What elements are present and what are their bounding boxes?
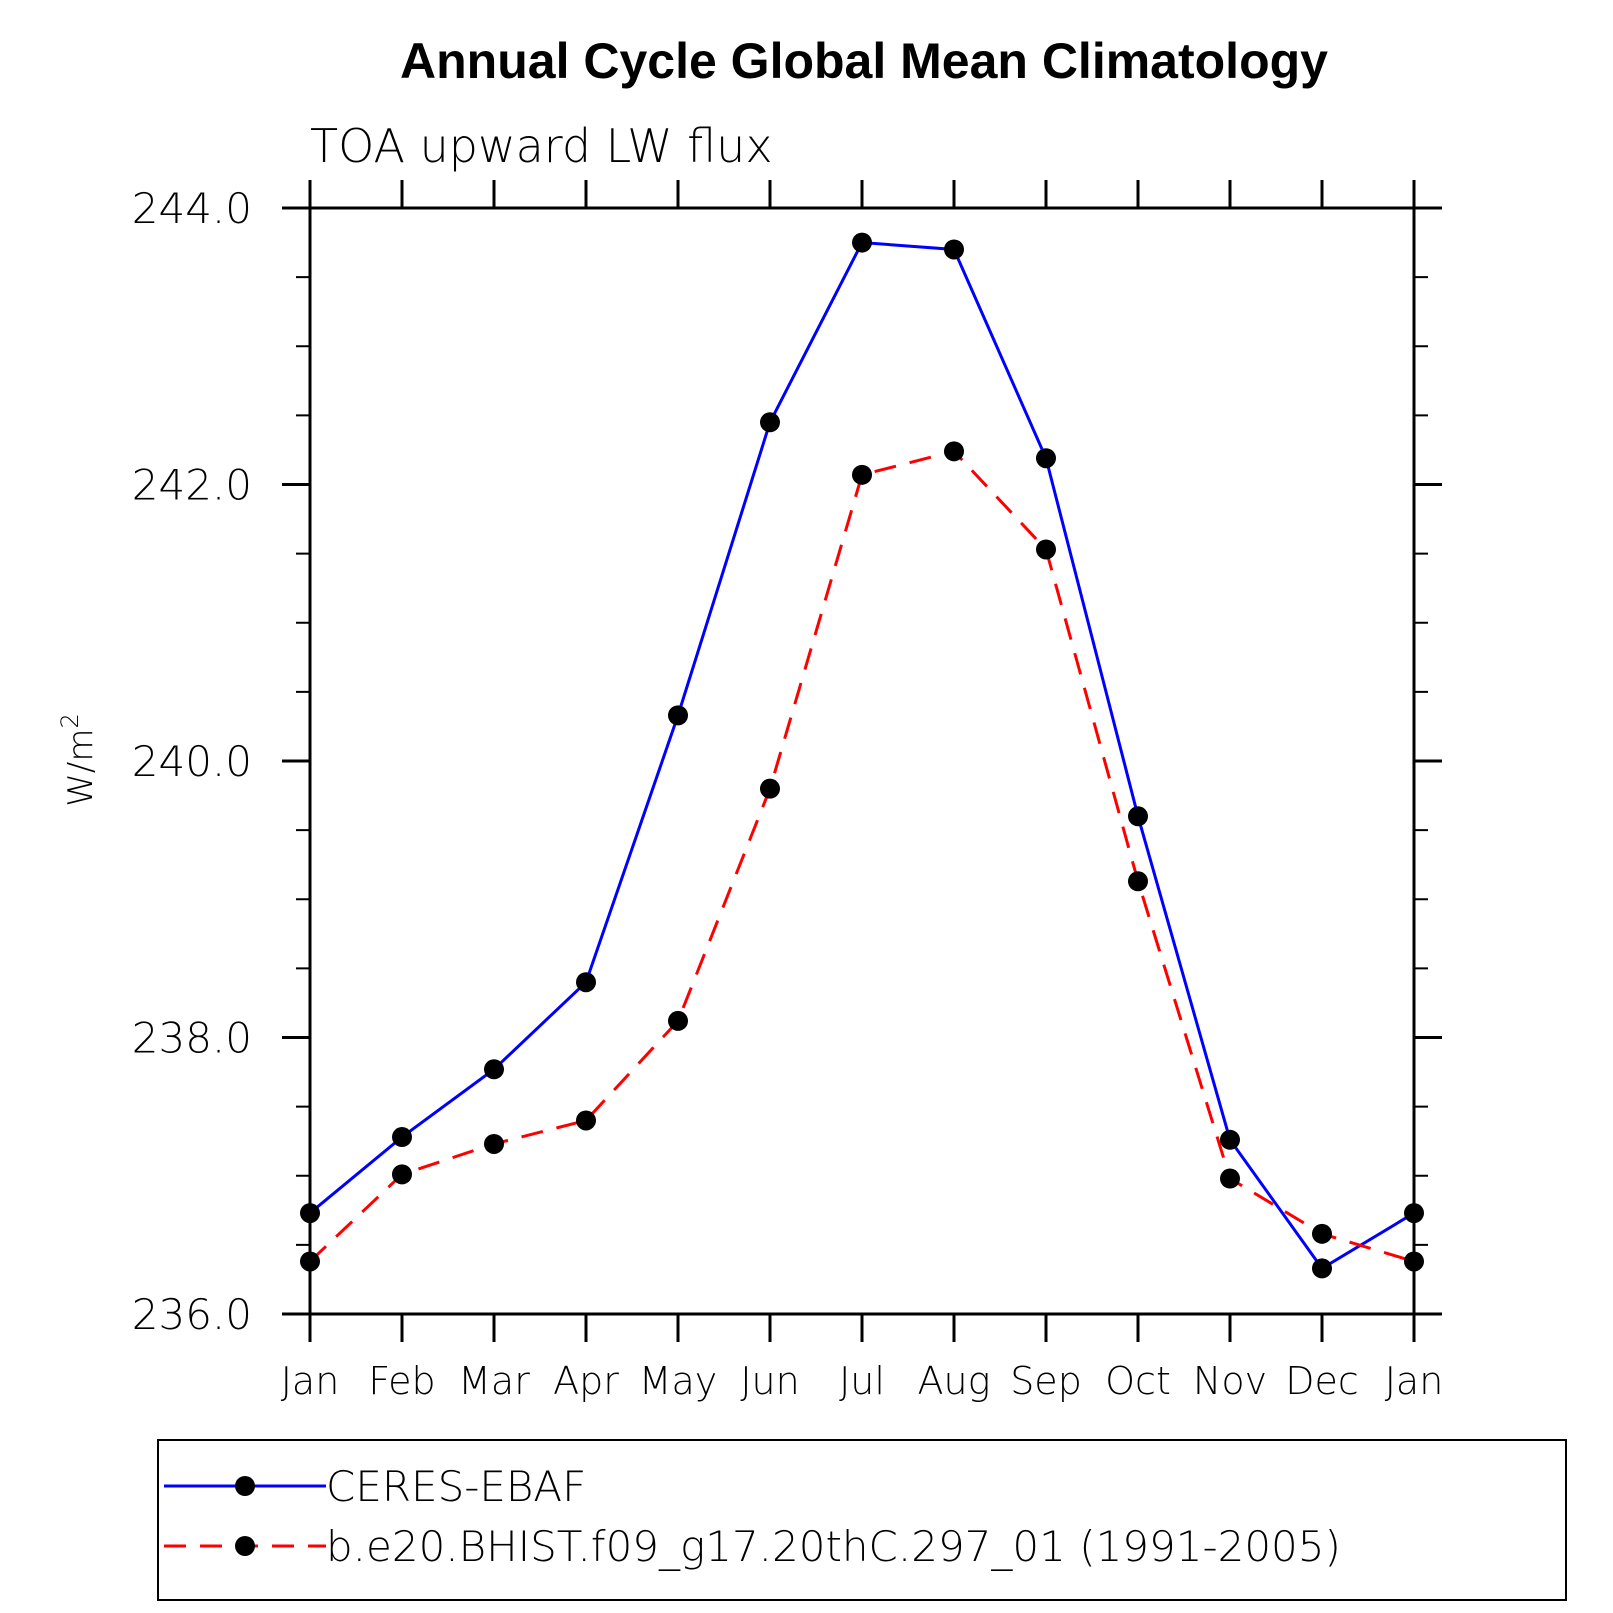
x-tick-label: Apr [553, 1359, 619, 1403]
series-1-point [1036, 448, 1056, 469]
series-line-1 [309, 240, 1415, 1271]
series-1-point [852, 232, 872, 253]
series-1-point [1220, 1129, 1240, 1150]
series-2-point [1036, 539, 1056, 560]
y-axis-label: W/m2 [56, 713, 101, 806]
series-2-point [484, 1133, 504, 1154]
series-1-point [668, 705, 688, 726]
series-1-point [944, 239, 964, 260]
series-2-point [668, 1010, 688, 1031]
series-line-2 [308, 449, 1415, 1263]
minor-ticks [296, 207, 1428, 1315]
x-tick-label: Jul [839, 1359, 885, 1403]
x-tick-label: Jan [1385, 1359, 1444, 1403]
series-2-point [1312, 1223, 1332, 1244]
series-1-point [576, 972, 596, 993]
series-2-point [576, 1110, 596, 1131]
legend-marker-1 [235, 1476, 255, 1496]
series-2-point [852, 464, 872, 485]
x-tick-label: Jan [281, 1359, 340, 1403]
x-tick-label: Mar [458, 1359, 530, 1403]
series-1-point [1128, 806, 1148, 827]
legend: CERES-EBAF b.e20.BHIST.f09_g17.20thC.297_… [157, 1439, 1567, 1601]
legend-label-2: b.e20.BHIST.f09_g17.20thC.297_01 (1991-2… [326, 1522, 1341, 1571]
chart-subtitle: TOA upward LW flux [310, 119, 773, 173]
y-tick-label: 238.0 [132, 1014, 252, 1063]
y-tick-labels: 236.0 238.0 240.0 242.0 244.0 [132, 184, 252, 1339]
x-tick-label: May [639, 1359, 718, 1403]
series-2-point [1404, 1251, 1424, 1272]
x-tick-label: Nov [1193, 1359, 1267, 1403]
series-1-point [300, 1203, 320, 1224]
series-1-point [1404, 1203, 1424, 1224]
y-tick-label: 240.0 [132, 737, 252, 786]
series-2-point [760, 778, 780, 799]
y-axis-label-superscript: 2 [56, 713, 84, 728]
x-tick-label: Oct [1105, 1359, 1171, 1403]
x-tick-label: Jun [740, 1359, 799, 1403]
legend-label-1: CERES-EBAF [326, 1462, 586, 1511]
series-1-point [392, 1127, 412, 1148]
x-tick-label: Sep [1010, 1359, 1082, 1403]
series-1-point [1312, 1258, 1332, 1279]
y-tick-label: 242.0 [132, 461, 252, 510]
legend-marker-2 [235, 1536, 255, 1556]
x-ticks [308, 180, 1416, 1342]
legend-box [157, 1439, 1567, 1601]
plot-frame [308, 206, 1416, 1316]
series-layer [300, 232, 1424, 1279]
series-2-point [944, 441, 964, 462]
x-tick-label: Feb [368, 1359, 435, 1403]
y-tick-label: 244.0 [132, 184, 252, 233]
chart-title: Annual Cycle Global Mean Climatology [400, 33, 1328, 89]
y-tick-label: 236.0 [132, 1290, 252, 1339]
x-tick-label: Dec [1285, 1359, 1359, 1403]
y-axis-label-text: W/m [61, 729, 101, 807]
series-2-point [1220, 1168, 1240, 1189]
y-major-ticks [282, 206, 1442, 1316]
series-2-point [392, 1164, 412, 1185]
x-tick-labels: Jan Feb Mar Apr May Jun Jul Aug Sep Oct Nov Dec Jan [281, 1359, 1444, 1403]
series-1-point [760, 412, 780, 433]
series-2-point [1128, 871, 1148, 892]
x-tick-label: Aug [918, 1359, 991, 1403]
series-2-point [300, 1251, 320, 1272]
series-1-point [484, 1059, 504, 1080]
